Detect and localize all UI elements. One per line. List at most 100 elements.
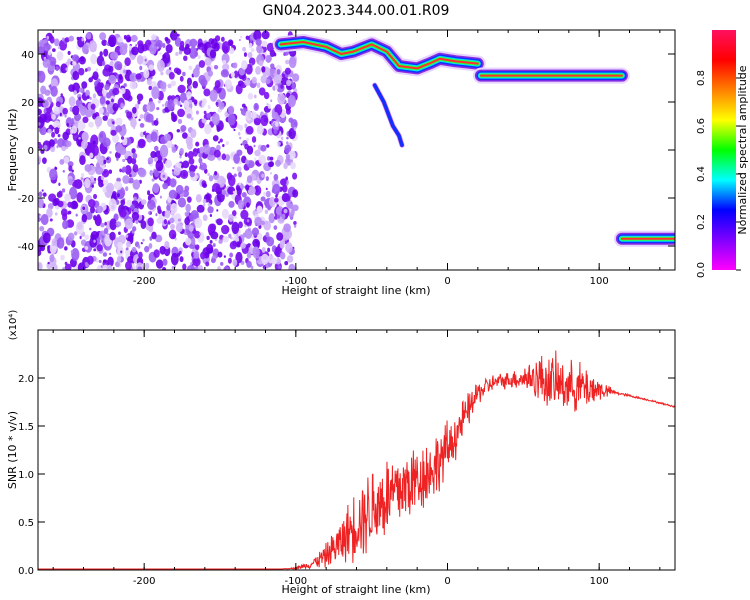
noise-blob [115,125,122,133]
noise-blob [219,138,223,143]
noise-blob [175,222,183,233]
noise-blob [288,127,296,140]
noise-blob [125,240,131,248]
noise-blob [81,37,85,42]
noise-blob [148,243,153,249]
noise-blob [159,245,166,255]
noise-blob [207,70,214,77]
noise-blob [89,96,92,101]
noise-blob [222,143,225,148]
noise-blob [64,246,68,251]
noise-blob [123,69,127,74]
noise-blob [101,88,108,96]
noise-blob [276,232,284,241]
noise-blob [223,255,226,258]
noise-blob [200,251,206,260]
noise-blob [132,226,137,232]
noise-blob [256,44,263,54]
noise-blob [117,36,123,43]
noise-blob [198,152,203,158]
noise-blob [72,70,80,81]
noise-blob [114,61,123,71]
noise-blob [181,164,184,169]
noise-blob [95,68,99,72]
noise-blob [68,165,73,172]
noise-blob [232,259,238,267]
noise-blob [143,131,146,136]
noise-blob [75,221,85,235]
noise-blob [98,107,104,115]
noise-blob [192,80,199,89]
noise-blob [162,43,166,49]
noise-blob [209,240,213,244]
noise-blob [220,69,230,78]
noise-blob [109,151,112,154]
noise-blob [40,214,49,226]
noise-blob [46,35,50,40]
noise-blob [238,124,244,131]
noise-region [38,30,300,270]
noise-blob [224,79,232,90]
noise-blob [216,209,219,212]
noise-blob [142,238,145,242]
noise-blob [47,261,50,265]
noise-blob [250,111,257,119]
noise-blob [120,250,123,254]
noise-blob [68,96,76,107]
noise-blob [153,119,159,126]
noise-blob [187,196,192,203]
noise-blob [49,36,55,44]
noise-blob [204,123,212,135]
noise-blob [92,93,97,99]
noise-blob [190,128,197,139]
snr-x-label: Height of straight line (km) [281,583,430,596]
noise-blob [229,252,234,258]
noise-blob [105,156,112,164]
noise-blob [283,208,288,214]
noise-blob [138,118,141,122]
noise-blob [280,84,284,89]
noise-blob [72,105,80,116]
noise-blob [130,54,136,61]
noise-blob [185,237,192,246]
noise-blob [184,211,190,217]
noise-blob [108,65,114,73]
noise-blob [256,82,261,89]
noise-blob [238,38,241,42]
noise-blob [102,67,111,77]
noise-blob [39,113,48,123]
noise-blob [110,98,114,103]
noise-blob [246,175,253,184]
noise-blob [196,204,205,213]
noise-blob [233,173,237,177]
noise-blob [146,104,151,111]
noise-blob [71,200,78,209]
noise-blob [164,159,173,169]
noise-blob [155,213,158,217]
noise-blob [123,35,127,40]
noise-blob [105,41,108,45]
snr-y-label: SNR (10 * v/v) [6,411,19,489]
noise-blob [62,107,68,115]
noise-blob [179,155,182,159]
noise-blob [79,105,87,116]
noise-blob [101,39,108,46]
noise-blob [88,77,93,83]
noise-blob [255,160,260,166]
noise-blob [86,142,95,156]
noise-blob [229,47,235,55]
noise-blob [203,144,211,155]
noise-blob [56,145,59,149]
noise-blob [279,251,286,260]
noise-blob [236,166,242,173]
noise-blob [122,158,126,163]
noise-blob [187,151,194,160]
noise-blob [130,34,138,43]
noise-blob [244,79,251,86]
noise-blob [202,214,208,222]
noise-blob [99,96,106,105]
noise-blob [139,65,143,71]
noise-blob [108,169,113,174]
noise-blob [192,67,200,78]
noise-blob [266,236,275,247]
